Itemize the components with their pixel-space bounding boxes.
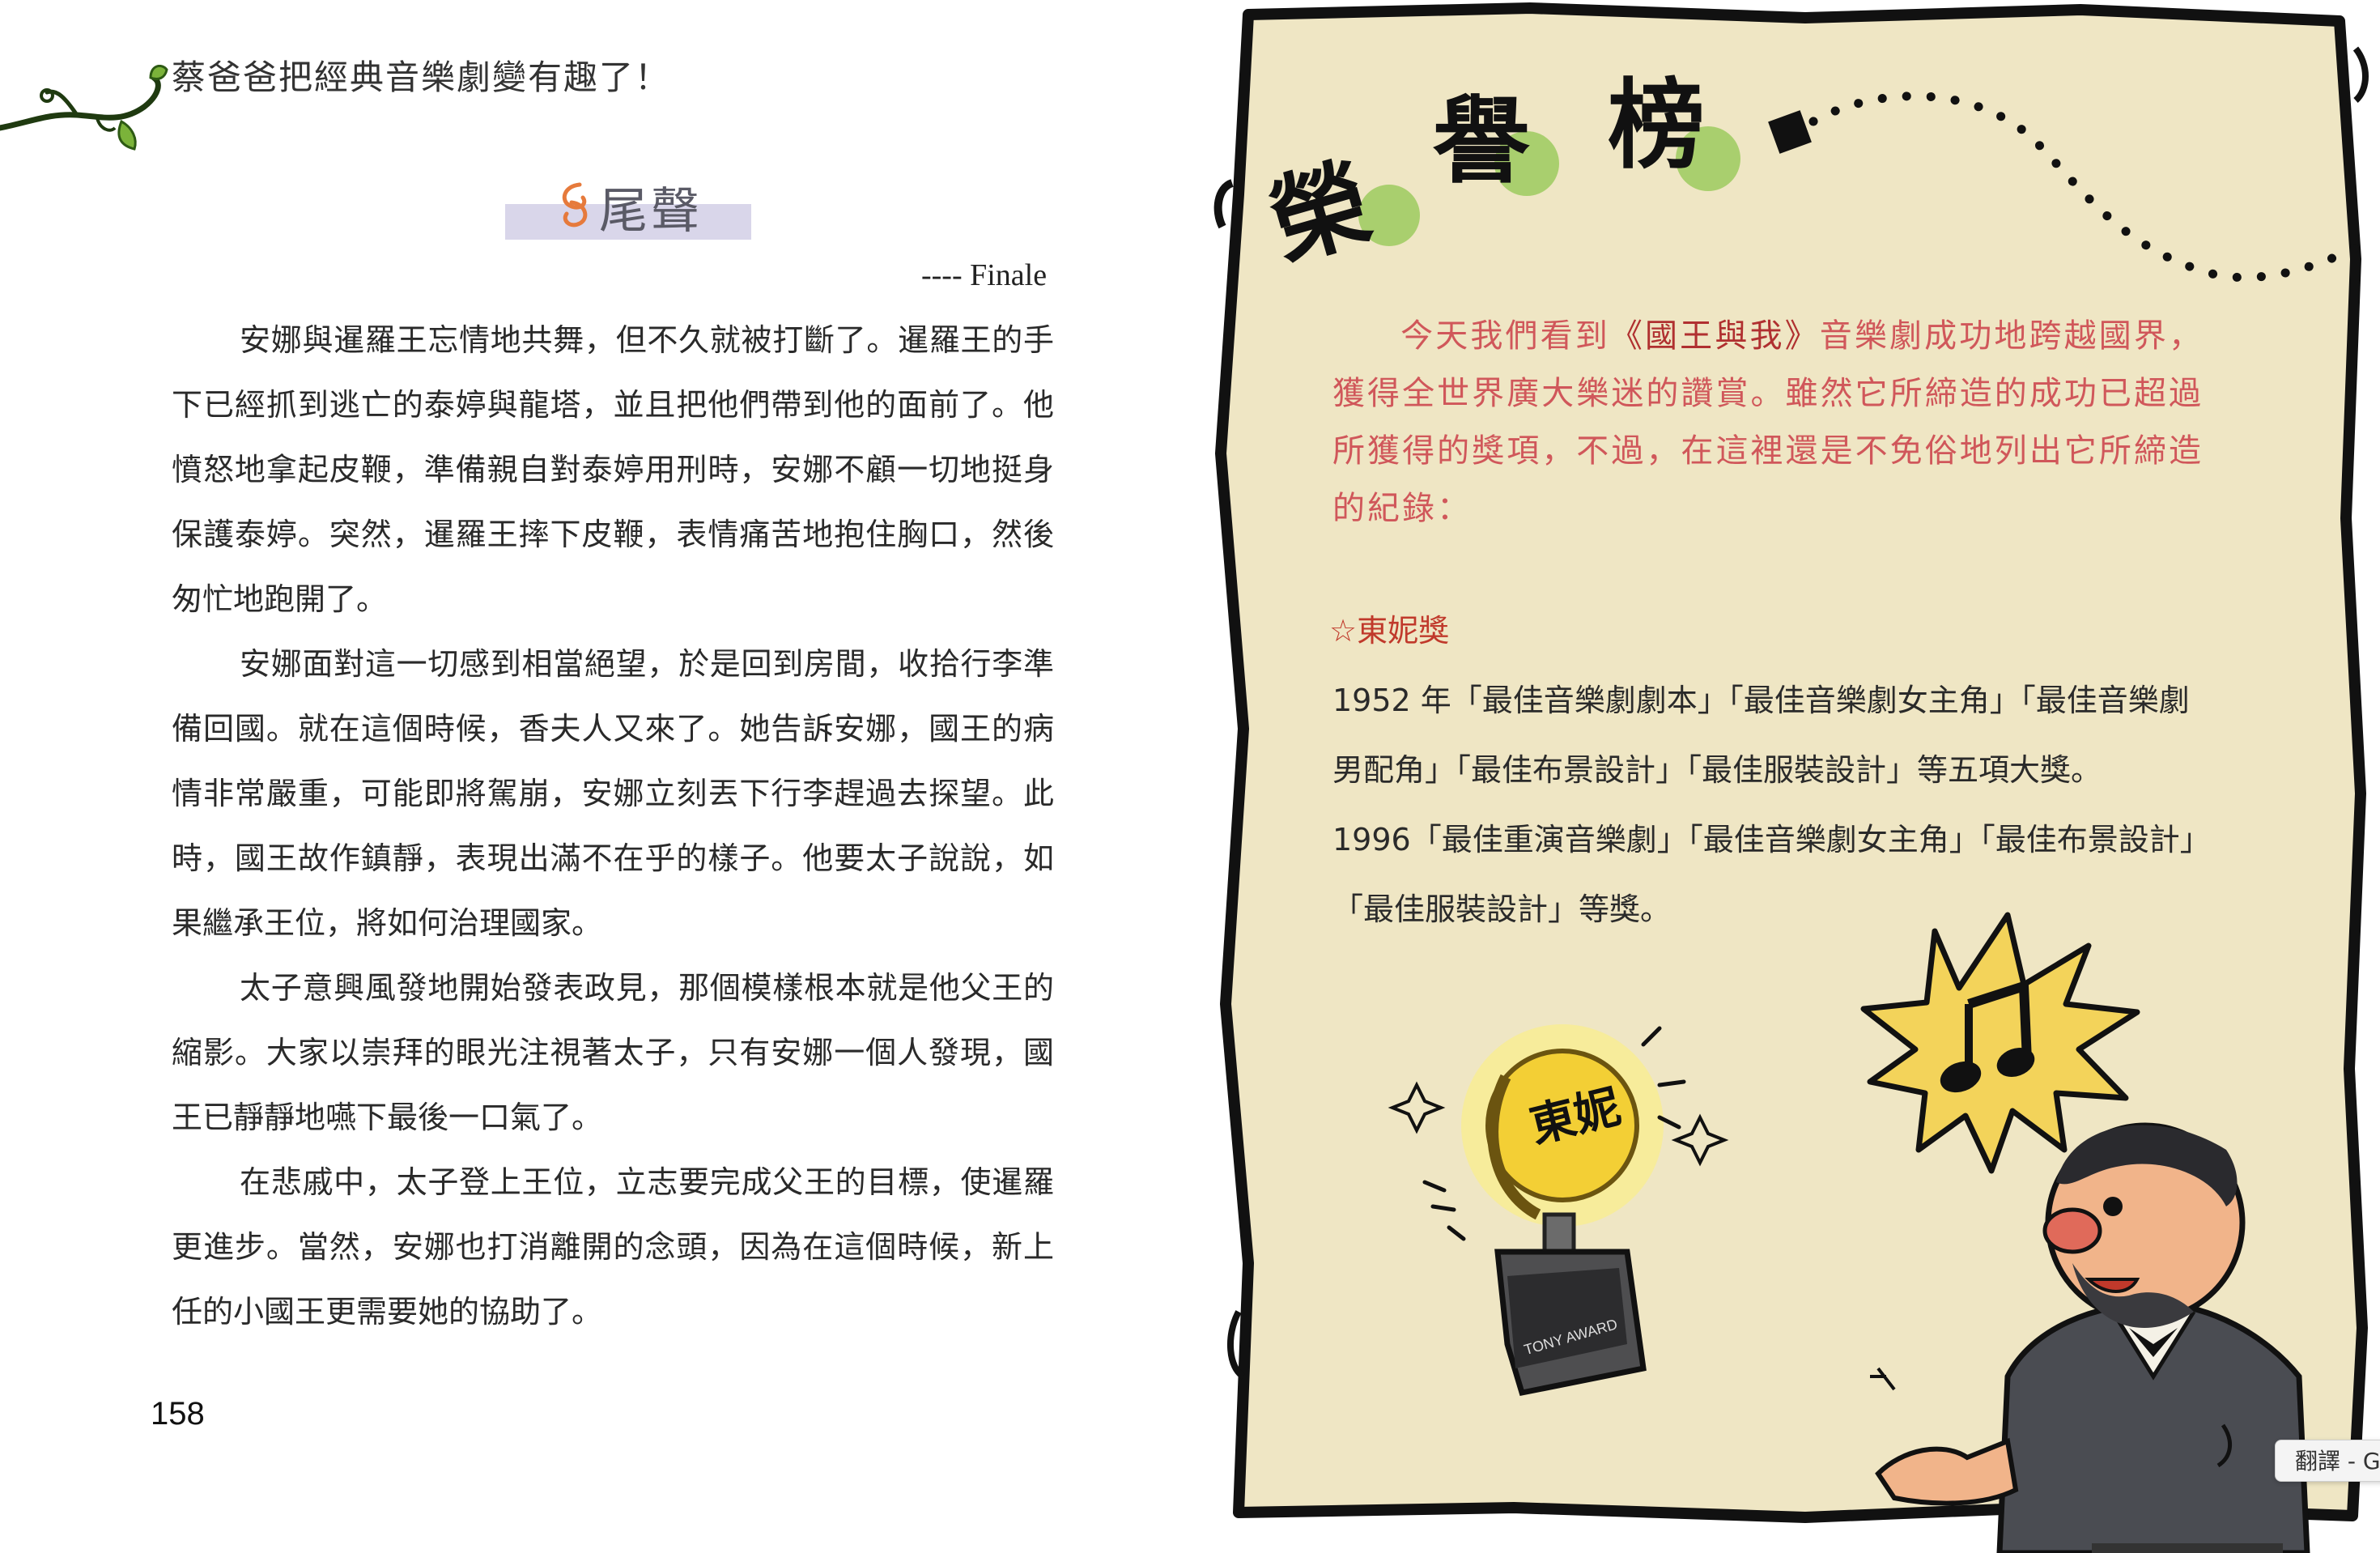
award-heading: ☆東妮獎	[1329, 613, 1450, 649]
translate-chip[interactable]: 翻譯 - G	[2275, 1440, 2380, 1482]
title-char: 榮	[1258, 147, 1383, 282]
diamond-icon	[1768, 110, 1812, 154]
section-title: 尾聲	[599, 183, 703, 240]
title-char: 譽	[1433, 87, 1530, 200]
king-character-icon	[1870, 1122, 2310, 1553]
story-paragraph: 在悲戚中，太子登上王位，立志要完成父王的目標，使暹羅更進步。當然，安娜也打消離開…	[172, 1164, 1054, 1330]
bottom-scrollbar[interactable]	[2092, 1543, 2283, 1553]
intro-after: 音樂劇成功地跨越國界，獲得全世界廣大樂迷的讚賞。雖然它所締造的成功已超過所獲得的…	[1332, 317, 2204, 527]
illustration: 東妮 TONY AWARD	[1388, 912, 2310, 1553]
intro-before: 今天我們看到	[1400, 317, 1610, 355]
story-paragraph: 安娜面對這一切感到相當絕望，於是回到房間，收拾行李準備回國。就在這個時候，香夫人…	[172, 646, 1054, 941]
section-banner	[505, 204, 751, 240]
award-line: 1952 年「最佳音樂劇劇本」「最佳音樂劇女主角」「最佳音樂劇男配角」「最佳布景…	[1332, 683, 2190, 788]
tony-trophy-icon: 東妮 TONY AWARD	[1388, 1024, 1729, 1397]
honor-roll-title: 榮 譽 榜	[1258, 70, 2361, 283]
story-paragraph: 安娜與暹羅王忘情地共舞，但不久就被打斷了。暹羅王的手下已經抓到逃亡的泰婷與龍塔，…	[172, 322, 1054, 617]
left-page: 蔡爸爸把經典音樂劇變有趣了！ 尾聲 ---- Finale 安娜與暹羅王忘情地共…	[0, 57, 1054, 1432]
award-list: 1952 年「最佳音樂劇劇本」「最佳音樂劇女主角」「最佳音樂劇男配角」「最佳布景…	[1332, 666, 2207, 944]
page-number: 158	[151, 1396, 205, 1432]
vine-decoration-icon	[0, 65, 168, 151]
header-title: 蔡爸爸把經典音樂劇變有趣了！	[172, 57, 671, 97]
music-note-burst-icon	[1860, 912, 2140, 1174]
right-page: 榮 譽 榜 今天我們看到《國王與我》音樂劇成功地跨越國界，獲得全世界廣大樂迷的讚…	[1190, 0, 2380, 1553]
story-paragraph: 太子意興風發地開始發表政見，那個模樣根本就是他父王的縮影。大家以崇拜的眼光注視著…	[172, 970, 1054, 1135]
story-body: 安娜與暹羅王忘情地共舞，但不久就被打斷了。暹羅王的手下已經抓到逃亡的泰婷與龍塔，…	[172, 308, 1054, 1344]
award-line: 1996「最佳重演音樂劇」「最佳音樂劇女主角」「最佳布景設計」「最佳服裝設計」等…	[1332, 822, 2195, 927]
title-char: 榜	[1608, 70, 1705, 182]
book-title: 《國王與我》	[1609, 317, 1820, 355]
intro-text: 今天我們看到《國王與我》音樂劇成功地跨越國界，獲得全世界廣大樂迷的讚賞。雖然它所…	[1332, 308, 2204, 538]
section-subtitle: ---- Finale	[921, 258, 1048, 292]
swirl-icon	[562, 182, 588, 228]
